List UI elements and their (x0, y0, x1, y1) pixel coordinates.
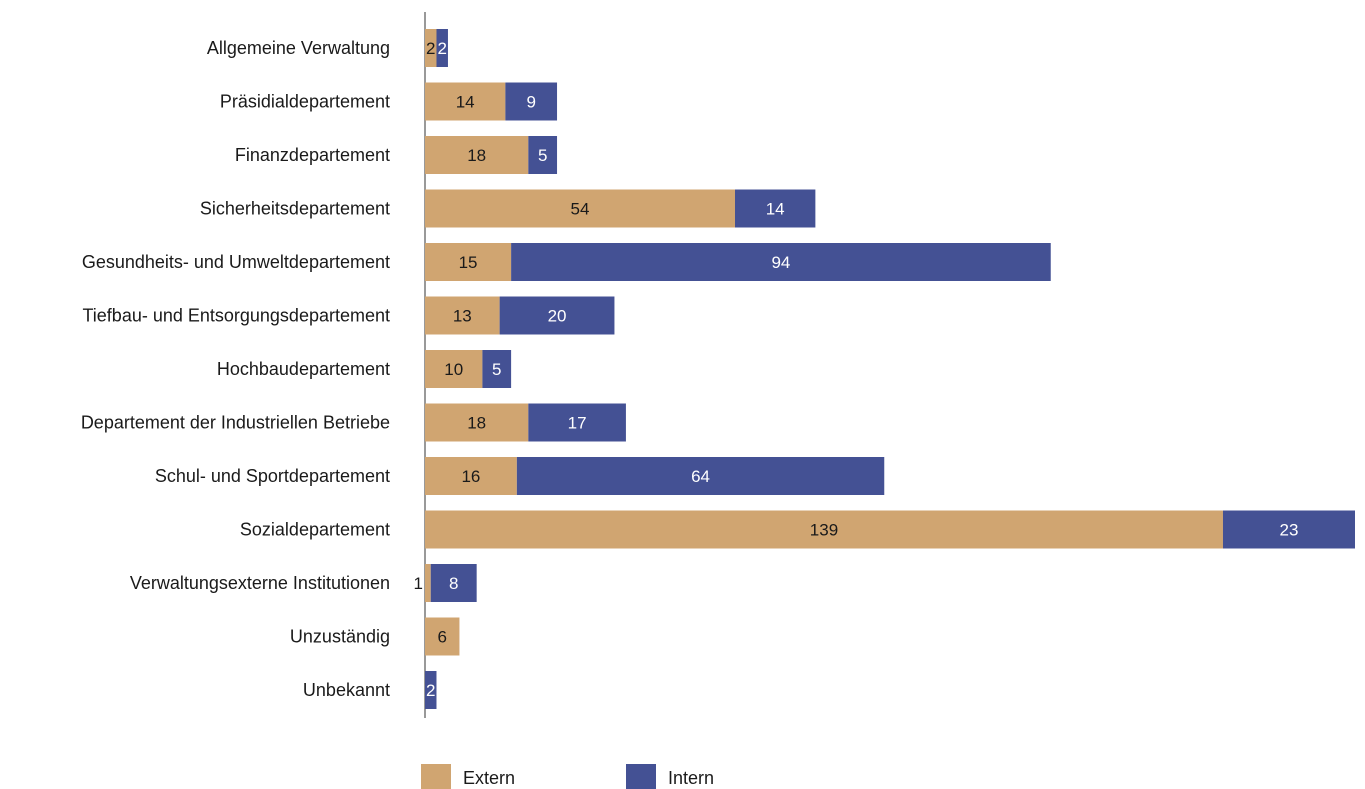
legend-label-intern: Intern (668, 768, 714, 788)
legend-swatch-extern (421, 764, 451, 789)
value-label-extern-schul-und-sportdepartement: 16 (461, 467, 480, 486)
bar-extern-gesundheits-und-umweltdepartement (425, 243, 512, 281)
value-label-intern-sozialdepartement: 23 (1280, 521, 1299, 540)
bar-intern-verwaltungsexterne-institutionen (430, 564, 477, 602)
legend-swatch-intern (626, 764, 656, 789)
bar-extern-sicherheitsdepartement (425, 189, 735, 228)
category-label-verwaltungsexterne-institutionen: Verwaltungsexterne Institutionen (130, 573, 390, 593)
value-label-intern-verwaltungsexterne-institutionen: 8 (449, 574, 458, 593)
category-labels: Allgemeine Verwaltung Präsidialdepartemen… (81, 38, 390, 700)
value-label-extern-gesundheits-und-umweltdepartement: 15 (459, 253, 478, 272)
bar-extern-departement-der-industriellen-betriebe (425, 403, 529, 442)
value-label-extern-hochbaudepartement: 10 (444, 360, 463, 379)
bar-intern-unbekannt (425, 671, 437, 709)
value-label-extern-allgemeine-verwaltung: 2 (426, 39, 435, 58)
bar-extern-schul-und-sportdepartement (425, 457, 517, 495)
value-label-extern-verwaltungsexterne-institutionen: 1 (414, 574, 423, 593)
category-label-departement-der-industriellen-betriebe: Departement der Industriellen Betriebe (81, 413, 390, 433)
value-label-intern-tiefbau-und-entsorgungsdepartement: 20 (548, 307, 567, 326)
category-label-präsidialdepartement: Präsidialdepartement (220, 92, 390, 112)
bar-intern-hochbaudepartement (482, 350, 512, 388)
value-label-intern-gesundheits-und-umweltdepartement: 94 (771, 253, 790, 272)
value-label-extern-finanzdepartement: 18 (467, 146, 486, 165)
bar-intern-sicherheitsdepartement (735, 189, 816, 228)
category-label-allgemeine-verwaltung: Allgemeine Verwaltung (207, 38, 390, 58)
legend: Extern Intern (421, 764, 714, 789)
bar-intern-gesundheits-und-umweltdepartement (511, 243, 1051, 281)
category-label-sozialdepartement: Sozialdepartement (240, 520, 390, 540)
value-label-extern-sicherheitsdepartement: 54 (571, 200, 590, 219)
bar-extern-allgemeine-verwaltung (425, 29, 437, 67)
value-label-extern-präsidialdepartement: 14 (456, 93, 475, 112)
category-label-gesundheits-und-umweltdepartement: Gesundheits- und Umweltdepartement (82, 252, 390, 272)
bar-extern-sozialdepartement (425, 510, 1223, 549)
bar-intern-schul-und-sportdepartement (516, 457, 885, 495)
value-label-intern-departement-der-industriellen-betriebe: 17 (568, 414, 587, 433)
bar-extern-tiefbau-und-entsorgungsdepartement (425, 296, 500, 335)
bar-extern-unzuständig (425, 617, 460, 656)
category-label-sicherheitsdepartement: Sicherheitsdepartement (200, 199, 390, 219)
value-label-intern-sicherheitsdepartement: 14 (766, 200, 785, 219)
value-label-extern-unzuständig: 6 (437, 628, 446, 647)
bar-extern-verwaltungsexterne-institutionen (425, 564, 431, 602)
bar-intern-allgemeine-verwaltung (436, 29, 448, 67)
bar-extern-hochbaudepartement (425, 350, 483, 388)
bar-intern-präsidialdepartement (505, 82, 558, 121)
bar-extern-präsidialdepartement (425, 82, 506, 121)
bar-intern-departement-der-industriellen-betriebe (528, 403, 626, 442)
value-label-extern-departement-der-industriellen-betriebe: 18 (467, 414, 486, 433)
value-label-intern-hochbaudepartement: 5 (492, 360, 501, 379)
value-label-intern-präsidialdepartement: 9 (526, 93, 535, 112)
bar-intern-finanzdepartement (528, 136, 558, 174)
category-label-finanzdepartement: Finanzdepartement (235, 145, 390, 165)
value-label-intern-finanzdepartement: 5 (538, 146, 547, 165)
legend-label-extern: Extern (463, 768, 515, 788)
value-label-extern-sozialdepartement: 139 (810, 521, 838, 540)
bar-extern-finanzdepartement (425, 136, 529, 174)
category-label-hochbaudepartement: Hochbaudepartement (217, 359, 390, 379)
value-label-intern-schul-und-sportdepartement: 64 (691, 467, 710, 486)
bar-intern-sozialdepartement (1222, 510, 1355, 549)
value-label-intern-allgemeine-verwaltung: 2 (437, 39, 446, 58)
category-label-schul-und-sportdepartement: Schul- und Sportdepartement (155, 466, 390, 486)
category-label-unbekannt: Unbekannt (303, 680, 390, 700)
bar-intern-tiefbau-und-entsorgungsdepartement (499, 296, 615, 335)
value-label-intern-unbekannt: 2 (426, 681, 435, 700)
category-label-unzuständig: Unzuständig (290, 627, 390, 647)
category-label-tiefbau-und-entsorgungsdepartement: Tiefbau- und Entsorgungsdepartement (82, 306, 390, 326)
value-label-extern-tiefbau-und-entsorgungsdepartement: 13 (453, 307, 472, 326)
